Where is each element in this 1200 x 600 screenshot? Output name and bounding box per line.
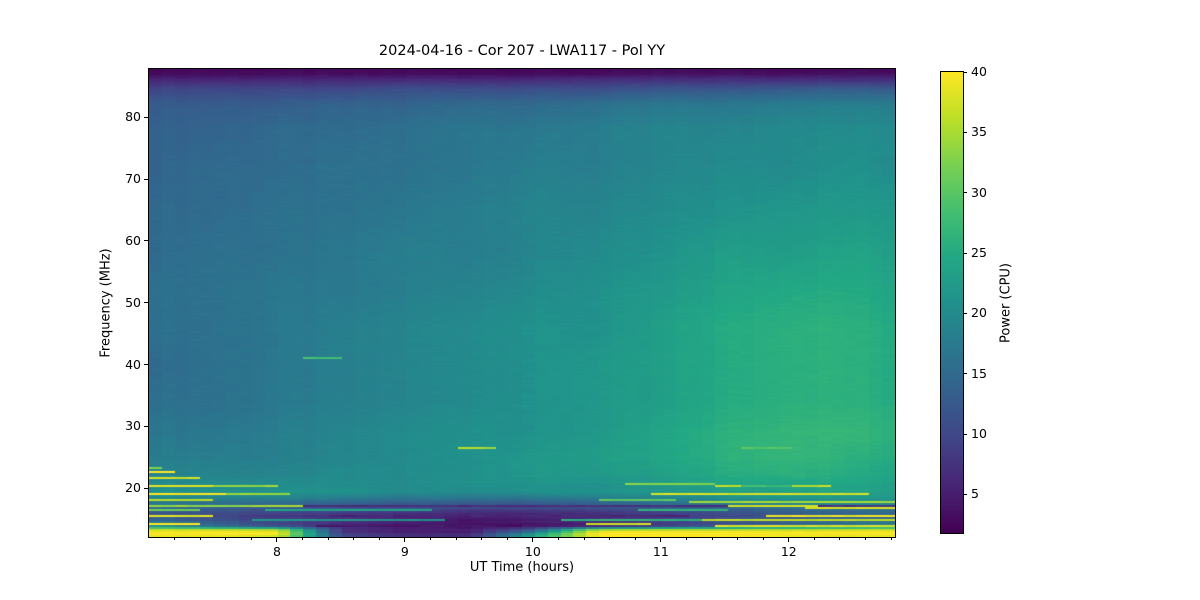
colorbar-tick (963, 493, 967, 495)
colorbar-tick-label: 20 (971, 305, 987, 321)
colorbar-tick-label: 10 (971, 426, 987, 442)
colorbar-tick (963, 373, 967, 375)
y-tick-label: 50 (125, 294, 141, 310)
x-minor-tick (199, 538, 201, 540)
x-minor-tick (890, 538, 892, 540)
y-tick-label: 80 (125, 109, 141, 125)
x-minor-tick (353, 538, 355, 540)
y-major-tick (144, 240, 148, 242)
colorbar-tick (963, 312, 967, 314)
x-minor-tick (711, 538, 713, 540)
x-minor-tick (327, 538, 329, 540)
x-minor-tick (506, 538, 508, 540)
y-major-tick (144, 487, 148, 489)
x-minor-tick (378, 538, 380, 540)
colorbar-tick (963, 192, 967, 194)
x-minor-tick (839, 538, 841, 540)
x-axis-label: UT Time (hours) (469, 560, 575, 575)
x-minor-tick (250, 538, 252, 540)
x-tick-label: 8 (272, 544, 281, 559)
x-minor-tick (302, 538, 304, 540)
x-tick-label: 10 (524, 544, 541, 559)
y-major-tick (144, 178, 148, 180)
x-minor-tick (583, 538, 585, 540)
x-minor-tick (557, 538, 559, 540)
x-major-tick (788, 538, 790, 542)
x-minor-tick (481, 538, 483, 540)
x-minor-tick (685, 538, 687, 540)
y-tick-label: 60 (125, 232, 141, 248)
x-major-tick (532, 538, 534, 542)
colorbar-tick (963, 131, 967, 133)
y-major-tick (144, 425, 148, 427)
colorbar-tick-label: 40 (971, 64, 987, 79)
chart-title: 2024-04-16 - Cor 207 - LWA117 - Pol YY (378, 43, 666, 59)
colorbar-canvas (941, 72, 963, 533)
spectrogram-canvas (149, 69, 895, 537)
y-major-tick (144, 364, 148, 365)
x-tick-label: 11 (652, 544, 669, 559)
x-tick-label: 9 (400, 544, 409, 559)
x-minor-tick (430, 538, 431, 540)
x-minor-tick (455, 538, 457, 540)
x-minor-tick (865, 538, 867, 540)
y-tick-label: 30 (125, 418, 141, 434)
x-tick-label: 12 (780, 544, 797, 559)
x-minor-tick (609, 538, 611, 540)
x-minor-tick (174, 538, 176, 540)
colorbar-tick (963, 71, 967, 73)
colorbar-tick-label: 30 (971, 184, 987, 200)
colorbar-tick-label: 35 (971, 124, 987, 140)
colorbar-tick-label: 25 (971, 245, 987, 261)
x-minor-tick (813, 538, 815, 540)
y-tick-label: 70 (125, 171, 141, 187)
x-minor-tick (225, 538, 227, 540)
y-major-tick (144, 302, 148, 304)
colorbar-tick (963, 433, 967, 435)
y-tick-label: 20 (125, 480, 141, 496)
y-tick-label: 40 (125, 356, 141, 372)
x-minor-tick (762, 538, 764, 540)
colorbar-label: Power (CPU) (998, 262, 1014, 344)
x-major-tick (276, 538, 278, 542)
x-major-tick (660, 538, 662, 542)
colorbar-tick-label: 5 (971, 486, 979, 502)
x-major-tick (404, 538, 406, 542)
colorbar-tick-label: 15 (971, 365, 987, 381)
colorbar-tick (963, 252, 967, 254)
x-minor-tick (634, 538, 636, 540)
x-minor-tick (737, 538, 739, 540)
y-major-tick (144, 116, 148, 118)
